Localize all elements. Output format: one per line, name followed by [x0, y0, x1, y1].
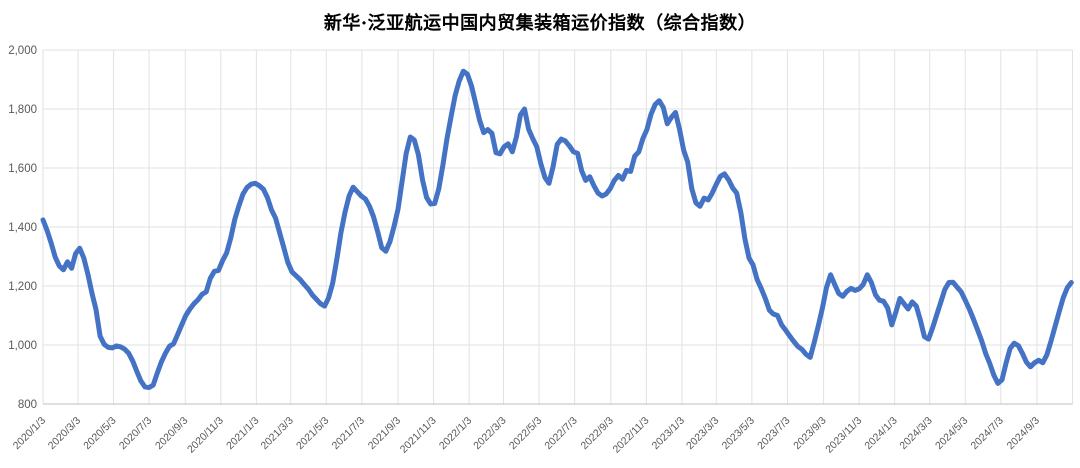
x-tick-label: 2021/11/3 [398, 415, 439, 456]
x-tick-label: 2020/7/3 [117, 415, 154, 452]
x-tick-label: 2024/1/3 [862, 415, 899, 452]
x-tick-label: 2020/5/3 [81, 415, 118, 452]
x-tick-label: 2024/5/3 [933, 415, 970, 452]
chart-title: 新华·泛亚航运中国内贸集装箱运价指数（综合指数） [323, 13, 757, 34]
x-tick-label: 2022/5/3 [507, 415, 544, 452]
x-tick-label: 2021/7/3 [330, 415, 367, 452]
y-tick-label: 1,200 [8, 281, 37, 293]
x-tick-label: 2020/1/3 [11, 415, 48, 452]
x-tick-label: 2022/11/3 [611, 415, 652, 456]
y-axis-labels: 2,000 1,800 1,600 1,400 1,200 1,000 800 [8, 45, 37, 411]
y-gridlines [43, 49, 1073, 405]
x-tick-label: 2023/11/3 [823, 415, 864, 456]
series-line-composite-index [40, 68, 1074, 390]
x-tick-label: 2021/3/3 [258, 415, 295, 452]
x-tick-label: 2020/11/3 [185, 415, 226, 456]
y-tick-label: 1,600 [8, 163, 37, 175]
x-tick-label: 2021/5/3 [294, 415, 331, 452]
x-tick-label: 2023/1/3 [650, 415, 687, 452]
x-tick-label: 2023/7/3 [755, 415, 792, 452]
x-tick-label: 2024/7/3 [969, 415, 1006, 452]
x-axis-labels: 2020/1/32020/3/32020/5/32020/7/32020/9/3… [11, 415, 1042, 456]
x-tick-label: 2021/1/3 [224, 415, 261, 452]
x-tick-label: 2020/3/3 [46, 415, 83, 452]
x-tick-label: 2022/1/3 [437, 415, 474, 452]
x-tick-label: 2022/3/3 [471, 415, 508, 452]
x-tick-label: 2022/7/3 [542, 415, 579, 452]
x-tick-label: 2023/3/3 [684, 415, 721, 452]
y-tick-label: 2,000 [8, 45, 37, 57]
y-tick-label: 1,400 [8, 222, 37, 234]
x-tick-label: 2023/5/3 [720, 415, 757, 452]
y-tick-label: 1,800 [8, 104, 37, 116]
x-tick-label: 2024/9/3 [1005, 415, 1042, 452]
y-tick-label: 800 [18, 399, 37, 411]
x-tick-label: 2024/3/3 [897, 415, 934, 452]
y-tick-label: 1,000 [8, 340, 37, 352]
